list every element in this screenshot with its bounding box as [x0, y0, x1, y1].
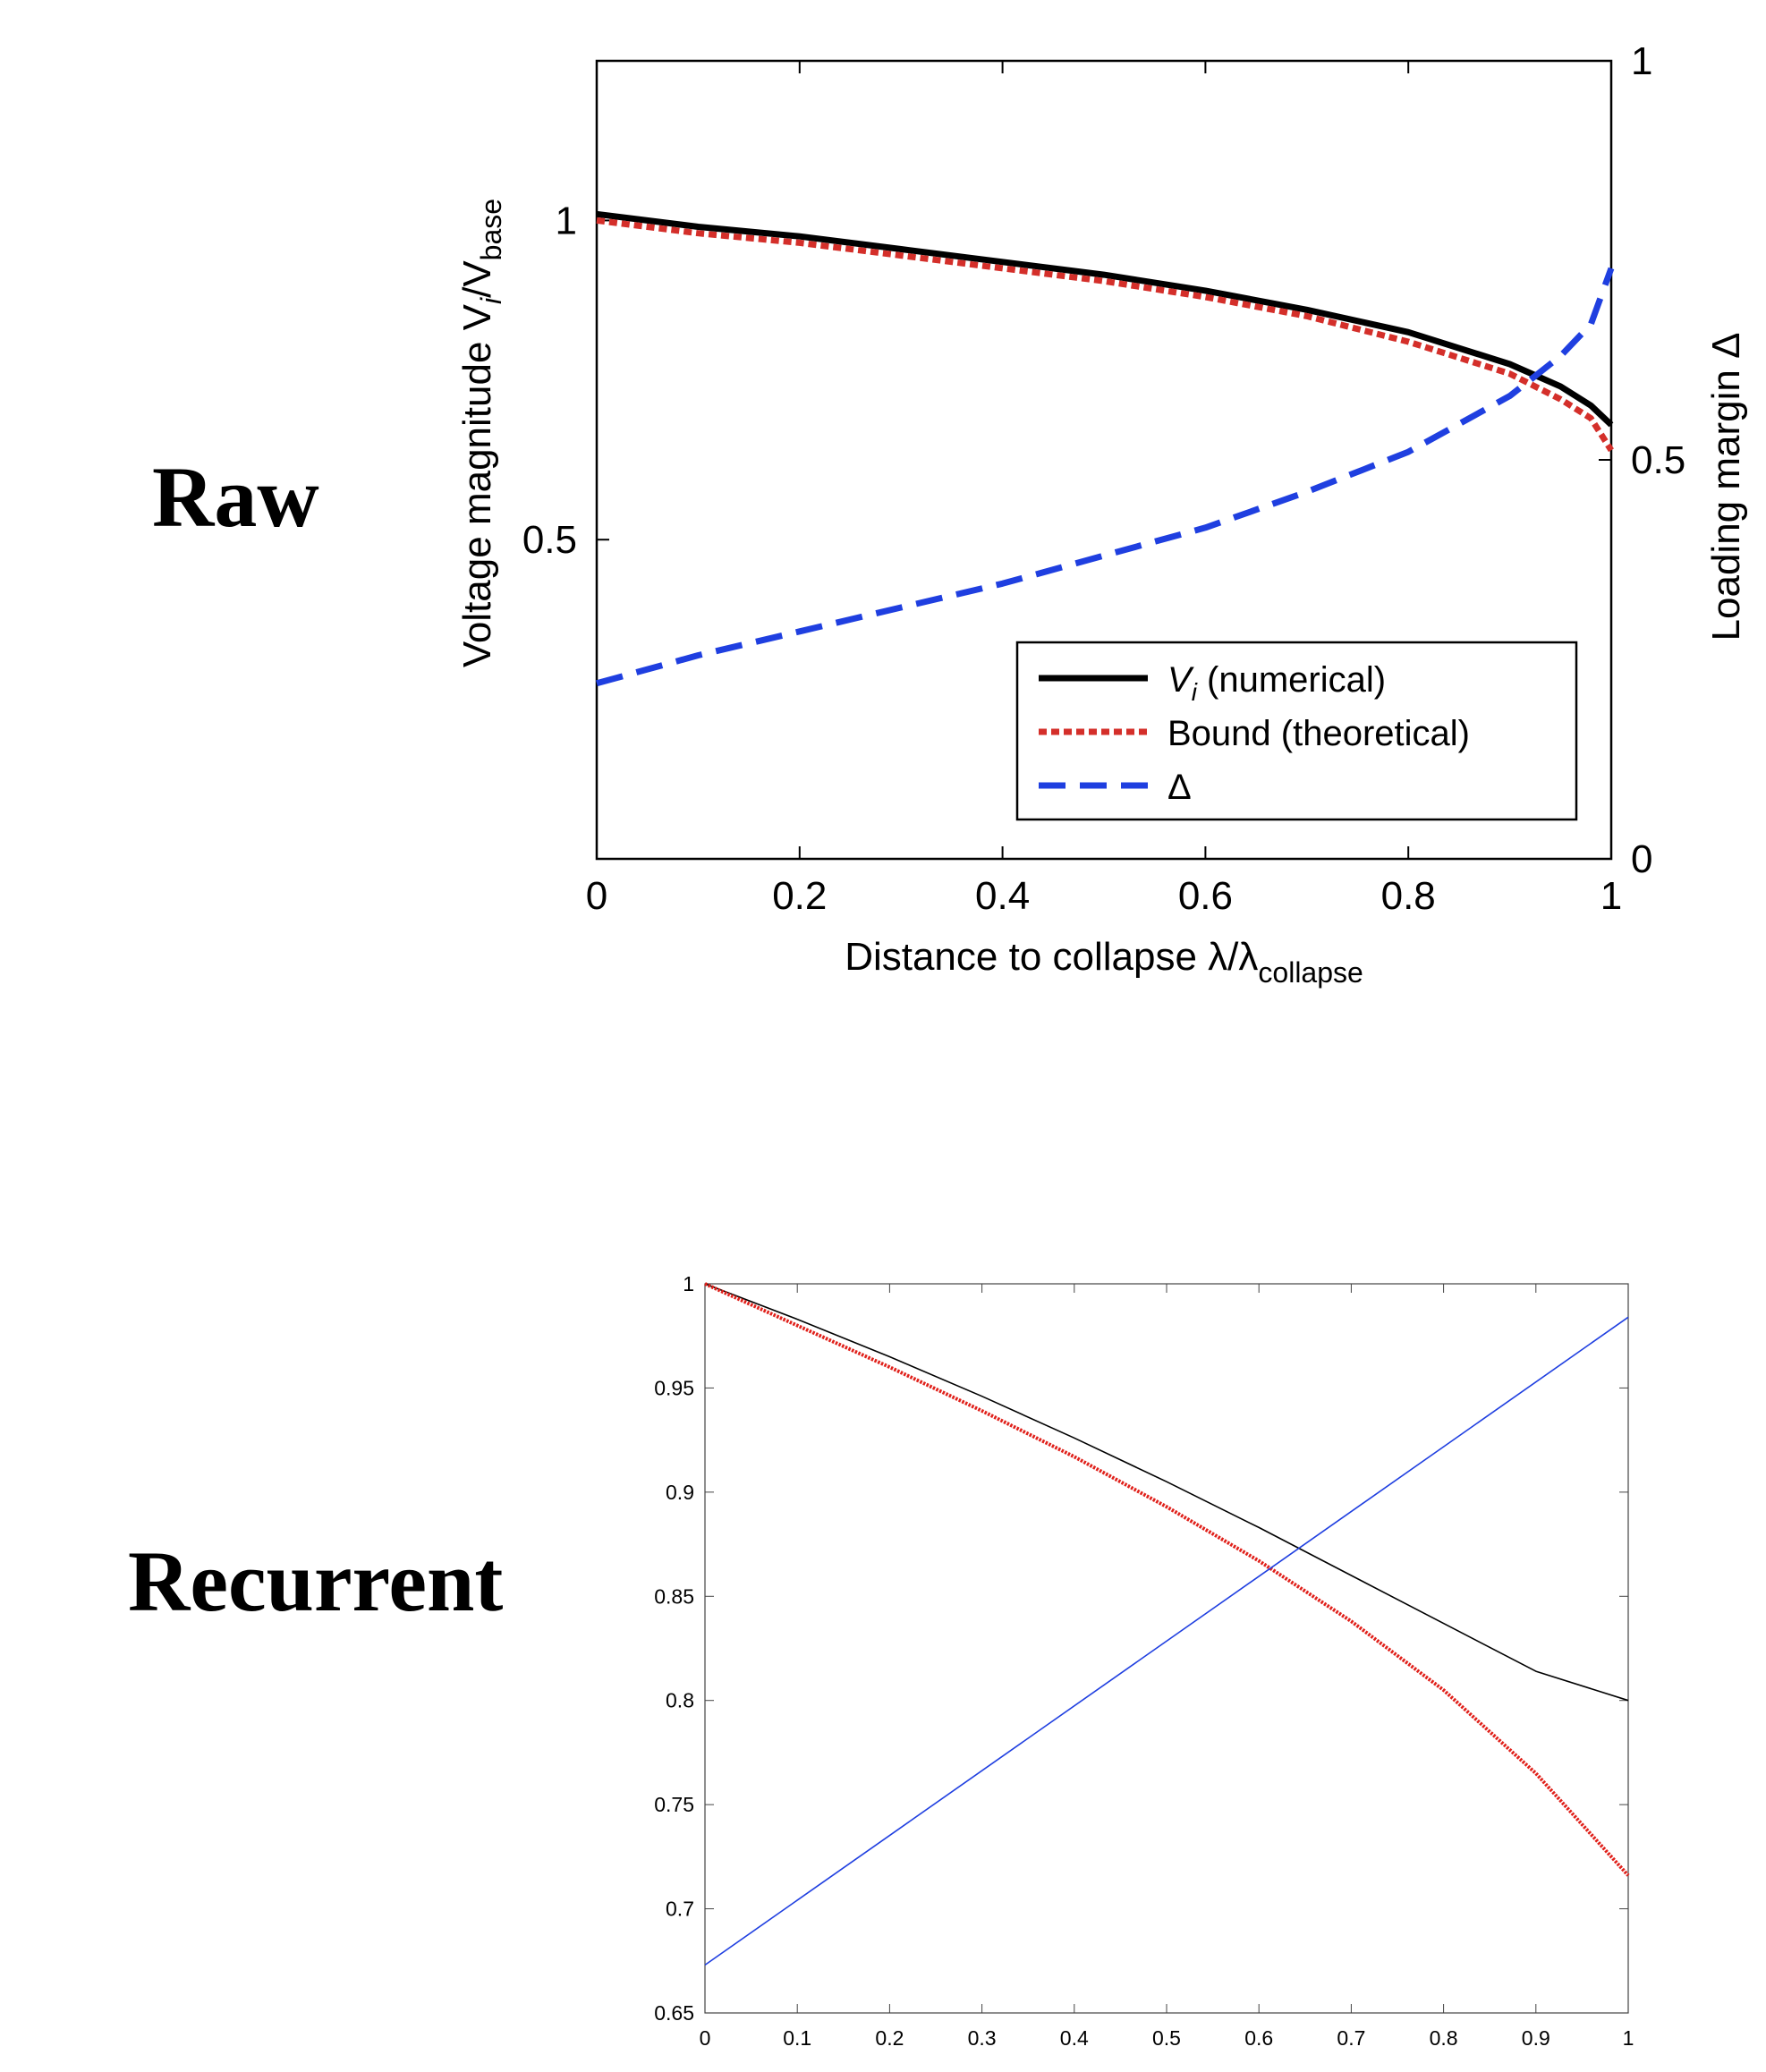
raw-yl-tick-label: 0.5: [522, 518, 577, 562]
raw-series-line-1: [596, 217, 1614, 453]
raw-x-tick-label: 0.2: [772, 874, 827, 918]
rec-plot-frame: [704, 1283, 1629, 2014]
rec-x-tick-label: 0: [700, 2026, 711, 2050]
rec-y-tick-label: 1: [683, 1272, 694, 1295]
rec-x-tick-label: 0.1: [783, 2026, 811, 2050]
rec-x-tick-label: 0.8: [1430, 2026, 1458, 2050]
rec-y-tick-label: 0.9: [666, 1481, 694, 1504]
rec-series-line-0: [704, 1283, 1629, 1702]
raw-x-tick-label: 1: [1600, 874, 1622, 918]
rec-y-tick-label: 0.65: [654, 2001, 694, 2025]
rec-y-tick-label: 0.85: [654, 1584, 694, 1608]
raw-legend-label: Δ: [1167, 768, 1192, 807]
rec-series-line-1: [704, 1282, 1630, 1877]
raw-legend-label: Bound (theoretical): [1167, 714, 1470, 753]
raw-yr-tick-label: 0: [1631, 837, 1652, 881]
rec-y-tick-label: 0.95: [654, 1376, 694, 1399]
raw-yr-tick-label: 1: [1631, 39, 1652, 83]
rec-x-tick-label: 0.4: [1060, 2026, 1089, 2050]
rec-x-tick-label: 0.9: [1522, 2026, 1550, 2050]
raw-x-tick-label: 0: [586, 874, 607, 918]
raw-x-axis-label: Distance to collapse λ/λcollapse: [845, 935, 1363, 989]
rec-x-tick-label: 0.5: [1152, 2026, 1181, 2050]
rec-x-tick-label: 0.6: [1244, 2026, 1273, 2050]
rec-y-tick-label: 0.7: [666, 1898, 694, 1921]
raw-yl-tick-label: 1: [556, 199, 577, 242]
rec-x-tick-label: 0.3: [968, 2026, 997, 2050]
panel-label-raw: Raw: [152, 449, 319, 545]
rec-x-tick-label: 0.7: [1337, 2026, 1365, 2050]
raw-legend-box: [1015, 641, 1578, 821]
recurrent-chart: 0 0.1 0.2 0.3 0.4 0.5 0.6 0.7 0.8 0.9 1 0.65 0.7 0.75…: [654, 1272, 1634, 2050]
rec-x-tick-label: 0.2: [875, 2026, 904, 2050]
raw-series-line-0: [596, 210, 1614, 428]
raw-x-tick-label: 0.6: [1178, 874, 1233, 918]
rec-series-line-2: [704, 1316, 1629, 1966]
rec-x-tick-label: 1: [1623, 2026, 1634, 2050]
raw-y-left-axis-label: Voltage magnitude Vi/Vbase: [455, 199, 507, 667]
raw-legend-label: Vi (numerical): [1167, 660, 1386, 706]
rec-y-tick-label: 0.75: [654, 1793, 694, 1816]
panel-label-recurrent: Recurrent: [128, 1533, 504, 1629]
raw-x-tick-label: 0.8: [1381, 874, 1436, 918]
raw-series-line-2: [596, 267, 1615, 687]
raw-x-tick-label: 0.4: [975, 874, 1030, 918]
rec-y-tick-label: 0.8: [666, 1689, 694, 1712]
raw-y-right-axis-label: Loading margin Δ: [1704, 333, 1748, 641]
raw-yr-tick-label: 0.5: [1631, 438, 1685, 482]
